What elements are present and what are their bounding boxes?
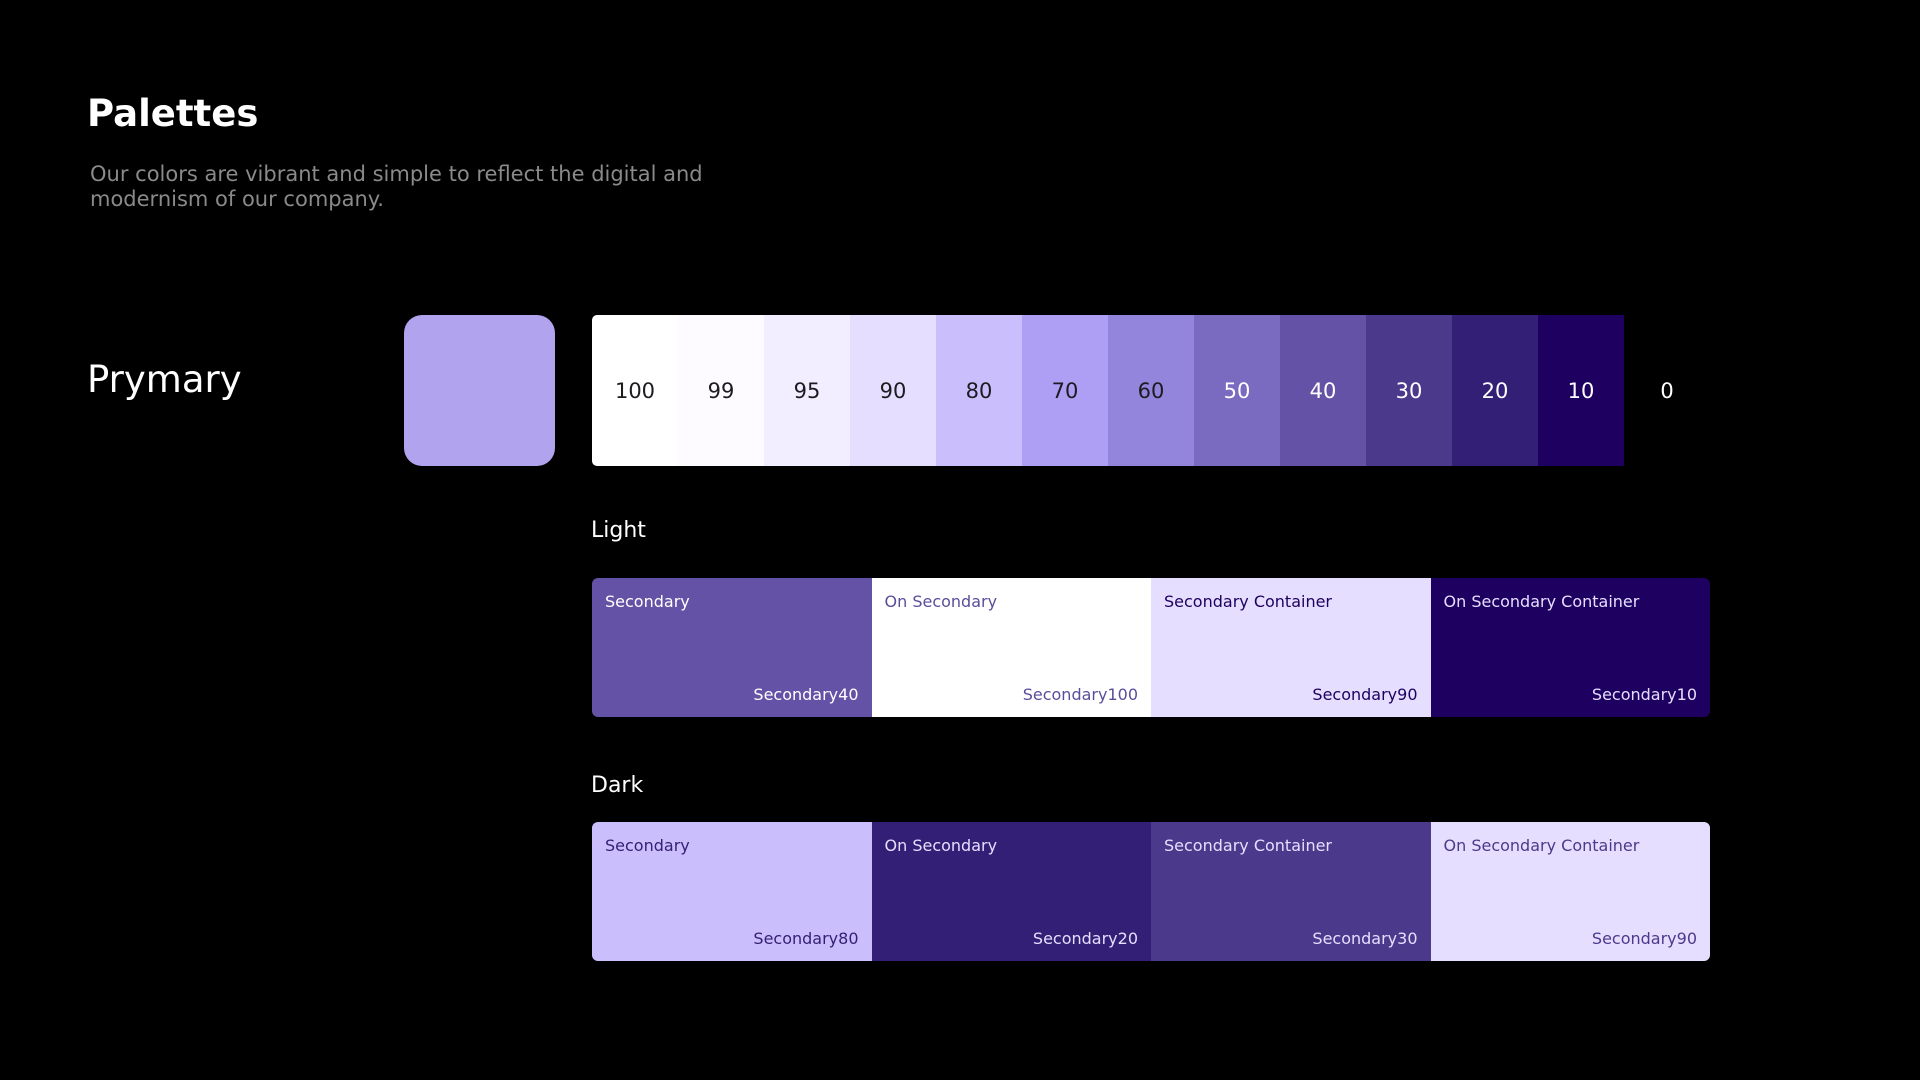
role-token: Secondary20	[1032, 929, 1138, 948]
role-token: Secondary10	[1591, 685, 1697, 704]
page-title: Palettes	[87, 92, 259, 135]
role-card: On Secondary Container Secondary90	[1430, 822, 1710, 961]
role-token: Secondary40	[753, 685, 859, 704]
role-card: On Secondary Container Secondary10	[1430, 578, 1710, 717]
role-name: On Secondary	[884, 836, 998, 855]
role-card: On Secondary Secondary100	[871, 578, 1151, 717]
role-name: On Secondary	[884, 592, 998, 611]
palette-name: Prymary	[87, 358, 242, 401]
tone-swatch: 60	[1108, 315, 1194, 466]
tone-swatch: 100	[592, 315, 678, 466]
tone-swatch: 40	[1280, 315, 1366, 466]
tone-swatch: 95	[764, 315, 850, 466]
tone-swatch: 30	[1366, 315, 1452, 466]
tone-swatch: 99	[678, 315, 764, 466]
role-token: Secondary100	[1022, 685, 1138, 704]
role-token: Secondary90	[1591, 929, 1697, 948]
dark-scheme-roles: Secondary Secondary80 On Secondary Secondar…	[592, 822, 1710, 961]
light-scheme-roles: Secondary Secondary40 On Secondary Secondar…	[592, 578, 1710, 717]
tone-swatch: 10	[1538, 315, 1624, 466]
role-card: Secondary Secondary80	[592, 822, 872, 961]
light-scheme-label: Light	[591, 518, 646, 543]
role-name: Secondary	[605, 836, 690, 855]
tone-swatch: 20	[1452, 315, 1538, 466]
role-card: Secondary Container Secondary30	[1151, 822, 1431, 961]
role-name: Secondary Container	[1164, 592, 1333, 611]
role-card: Secondary Container Secondary90	[1151, 578, 1431, 717]
tone-swatch: 90	[850, 315, 936, 466]
tone-swatch: 80	[936, 315, 1022, 466]
key-color-swatch	[404, 315, 555, 466]
tone-swatch: 0	[1624, 315, 1710, 466]
role-token: Secondary30	[1312, 929, 1418, 948]
dark-scheme-label: Dark	[591, 773, 644, 798]
role-card: Secondary Secondary40	[592, 578, 872, 717]
role-name: Secondary	[605, 592, 690, 611]
role-name: On Secondary Container	[1443, 592, 1640, 611]
role-name: On Secondary Container	[1443, 836, 1640, 855]
page-description: Our colors are vibrant and simple to ref…	[90, 162, 703, 211]
tone-swatch: 50	[1194, 315, 1280, 466]
tonal-scale: 100 99 95 90 80 70 60 50 40 30 20 10 0	[592, 315, 1710, 466]
role-token: Secondary90	[1312, 685, 1418, 704]
role-token: Secondary80	[753, 929, 859, 948]
role-name: Secondary Container	[1164, 836, 1333, 855]
role-card: On Secondary Secondary20	[871, 822, 1151, 961]
tone-swatch: 70	[1022, 315, 1108, 466]
